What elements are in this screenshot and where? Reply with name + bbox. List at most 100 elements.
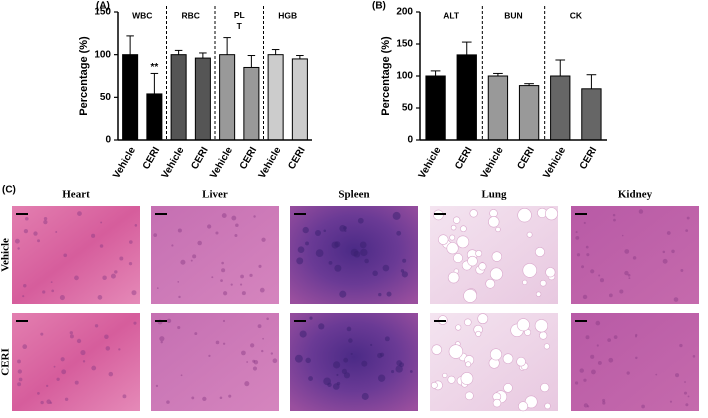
tissue-texture	[230, 283, 233, 286]
tissue-texture	[392, 211, 401, 220]
tissue-texture	[253, 359, 259, 365]
tissue-texture	[452, 216, 461, 224]
tissue-image	[12, 206, 140, 304]
tissue-texture	[377, 374, 386, 382]
tissue-texture	[60, 357, 65, 362]
tissue-texture	[361, 392, 369, 400]
tissue-texture	[155, 384, 159, 388]
tissue-texture	[63, 253, 68, 258]
tissue-texture	[94, 324, 99, 328]
tissue-texture	[253, 215, 256, 218]
bar	[550, 75, 571, 141]
annotation: **	[150, 62, 158, 73]
tissue-texture	[314, 229, 321, 236]
tissue-texture	[202, 396, 207, 401]
tissue-texture	[261, 237, 266, 242]
tissue-texture	[675, 373, 680, 378]
tissue-texture	[219, 396, 223, 400]
tissue-texture	[241, 350, 246, 356]
tissue-texture	[489, 267, 503, 281]
tissue-texture	[489, 348, 502, 361]
tissue-texture	[662, 250, 666, 254]
tissue-texture	[99, 244, 104, 248]
tissue-texture	[384, 336, 390, 342]
tissue-texture	[545, 207, 558, 221]
tissue-texture	[613, 218, 616, 222]
x-tick-label: Vehicle	[541, 145, 568, 181]
tissue-texture	[61, 369, 67, 375]
tissue-texture	[156, 287, 159, 289]
tissue-texture	[683, 391, 688, 395]
tissue-texture	[17, 247, 20, 250]
tissue-texture	[685, 403, 689, 407]
tissue-texture	[315, 249, 324, 257]
tissue-texture	[180, 259, 186, 265]
bar	[146, 93, 163, 141]
tissue-texture	[526, 231, 533, 238]
x-tick-label: CERI	[453, 145, 475, 171]
tissue-texture	[608, 357, 614, 363]
tissue-texture	[495, 226, 501, 233]
tissue-texture	[334, 264, 342, 272]
tissue-texture	[318, 323, 325, 330]
tissue-texture	[680, 269, 684, 272]
tissue-texture	[684, 381, 686, 383]
tissue-texture	[402, 258, 407, 263]
bar	[518, 85, 540, 141]
tissue-texture	[516, 356, 526, 367]
tissue-texture	[692, 355, 696, 358]
tissue-texture	[194, 332, 198, 336]
tissue-texture	[534, 319, 549, 333]
tissue-texture	[391, 370, 395, 374]
tissue-texture	[14, 238, 20, 244]
tissue-texture	[364, 258, 369, 264]
tissue-texture	[215, 231, 219, 235]
y-tick-label: 150	[94, 7, 111, 18]
x-tick-label: Vehicle	[111, 145, 138, 181]
bar	[170, 54, 187, 141]
tissue-texture	[309, 316, 313, 320]
tissue-texture	[104, 334, 109, 340]
tissue-texture	[662, 258, 668, 264]
tissue-texture	[370, 343, 373, 347]
tissue-texture	[102, 275, 107, 280]
tissue-texture	[377, 352, 383, 359]
tissue-texture	[252, 359, 256, 363]
tissue-texture	[539, 331, 548, 340]
x-tick-label: Vehicle	[479, 145, 506, 181]
tissue-texture	[211, 276, 214, 279]
tissue-texture	[543, 343, 550, 350]
x-tick-label: Vehicle	[257, 145, 284, 181]
tissue-texture	[671, 249, 675, 254]
bar	[291, 58, 308, 141]
panel-label: (B)	[372, 1, 386, 12]
tissue-texture	[626, 371, 630, 375]
tissue-texture	[485, 278, 496, 289]
tissue-texture	[372, 270, 378, 277]
tissue-image	[571, 313, 699, 411]
tissue-texture	[359, 241, 367, 249]
tissue-texture	[491, 251, 503, 262]
tissue-texture	[409, 370, 413, 373]
tissue-texture	[270, 352, 274, 355]
tissue-texture	[215, 340, 220, 345]
tissue-texture	[180, 374, 183, 377]
tissue-texture	[401, 271, 408, 278]
y-tick-label: 50	[402, 103, 414, 114]
tissue-texture	[17, 369, 23, 374]
tissue-texture	[249, 273, 253, 277]
tissue-texture	[539, 279, 547, 287]
tissue-image	[151, 206, 279, 304]
tissue-texture	[346, 326, 352, 332]
tissue-texture	[585, 335, 590, 340]
tissue-texture	[502, 353, 514, 364]
tissue-texture	[231, 215, 237, 221]
tissue-texture	[296, 257, 304, 265]
tissue-texture	[464, 318, 472, 327]
tissue-texture	[612, 213, 616, 217]
group-label: PL T	[234, 10, 245, 31]
tissue-texture	[221, 268, 226, 273]
group-label: WBC	[132, 10, 152, 20]
tissue-texture	[228, 394, 232, 398]
tissue-texture	[234, 233, 238, 237]
